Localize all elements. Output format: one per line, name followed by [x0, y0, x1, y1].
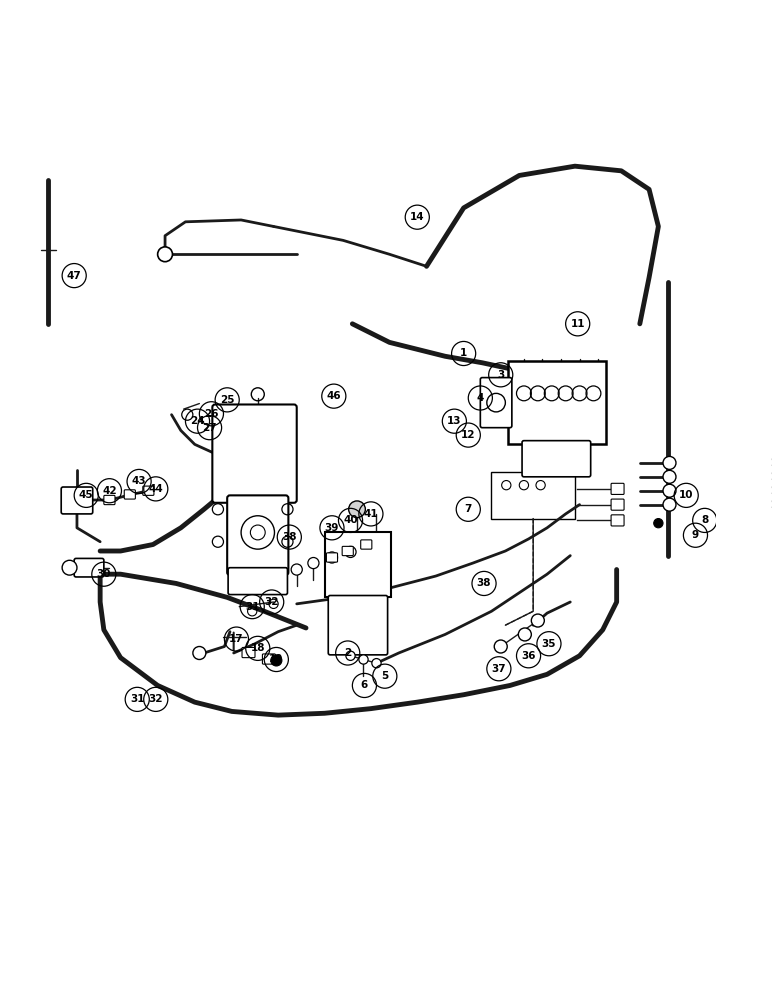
Circle shape — [157, 247, 172, 262]
FancyBboxPatch shape — [611, 483, 624, 494]
Circle shape — [359, 655, 368, 664]
Text: 45: 45 — [79, 490, 93, 500]
Circle shape — [346, 651, 355, 660]
FancyBboxPatch shape — [74, 558, 104, 577]
FancyBboxPatch shape — [228, 568, 287, 595]
Circle shape — [663, 456, 676, 469]
Text: 26: 26 — [204, 409, 218, 419]
Text: 44: 44 — [148, 484, 163, 494]
FancyBboxPatch shape — [227, 495, 289, 575]
FancyBboxPatch shape — [480, 378, 512, 428]
Circle shape — [62, 560, 77, 575]
Text: 12: 12 — [461, 430, 476, 440]
Circle shape — [181, 409, 193, 420]
Text: 32: 32 — [265, 597, 279, 607]
Text: 5: 5 — [381, 671, 388, 681]
Text: 6: 6 — [361, 680, 368, 690]
Text: 2: 2 — [344, 648, 351, 658]
Text: 10: 10 — [679, 490, 693, 500]
FancyBboxPatch shape — [361, 540, 372, 549]
FancyBboxPatch shape — [611, 515, 624, 526]
Text: 47: 47 — [67, 271, 82, 281]
Text: 3: 3 — [497, 370, 504, 380]
Text: 9: 9 — [692, 530, 699, 540]
Circle shape — [291, 564, 303, 575]
Text: 40: 40 — [344, 515, 358, 525]
Circle shape — [271, 655, 282, 666]
Circle shape — [308, 557, 319, 569]
Text: 4: 4 — [476, 393, 484, 403]
Circle shape — [349, 501, 365, 518]
FancyBboxPatch shape — [61, 487, 93, 514]
Text: 24: 24 — [190, 416, 205, 426]
Circle shape — [327, 552, 337, 563]
Text: 14: 14 — [410, 212, 425, 222]
Text: 39: 39 — [325, 523, 339, 533]
Text: 23: 23 — [770, 472, 772, 482]
Text: 8: 8 — [701, 515, 709, 525]
Text: 35: 35 — [542, 639, 556, 649]
Text: 41: 41 — [364, 509, 378, 519]
Circle shape — [663, 470, 676, 483]
Text: 17: 17 — [229, 634, 244, 644]
Text: 25: 25 — [220, 395, 235, 405]
FancyBboxPatch shape — [611, 499, 624, 510]
Text: 31: 31 — [130, 694, 144, 704]
Text: 18: 18 — [251, 643, 265, 653]
FancyBboxPatch shape — [342, 546, 354, 556]
Circle shape — [372, 659, 381, 668]
FancyBboxPatch shape — [324, 532, 391, 597]
FancyBboxPatch shape — [262, 654, 276, 664]
FancyBboxPatch shape — [327, 553, 337, 562]
Circle shape — [654, 519, 663, 528]
FancyBboxPatch shape — [104, 495, 115, 505]
Text: 21: 21 — [770, 500, 772, 510]
Circle shape — [193, 647, 206, 659]
Circle shape — [663, 484, 676, 497]
Circle shape — [494, 640, 507, 653]
Text: 7: 7 — [465, 504, 472, 514]
FancyBboxPatch shape — [242, 647, 255, 658]
Text: 30: 30 — [96, 569, 111, 579]
Text: 11: 11 — [571, 319, 585, 329]
Text: 42: 42 — [102, 486, 117, 496]
Text: 32: 32 — [148, 694, 163, 704]
Circle shape — [663, 498, 676, 511]
Text: 19: 19 — [269, 654, 283, 664]
Text: 38: 38 — [282, 532, 296, 542]
Circle shape — [345, 546, 356, 557]
FancyBboxPatch shape — [212, 404, 296, 503]
Text: 43: 43 — [132, 476, 147, 486]
FancyBboxPatch shape — [124, 490, 135, 499]
FancyBboxPatch shape — [522, 441, 591, 477]
Text: 13: 13 — [447, 416, 462, 426]
Text: 20: 20 — [770, 458, 772, 468]
FancyBboxPatch shape — [143, 486, 154, 495]
FancyBboxPatch shape — [508, 361, 605, 444]
Text: 37: 37 — [492, 664, 506, 674]
FancyBboxPatch shape — [328, 596, 388, 655]
Text: 46: 46 — [327, 391, 341, 401]
Text: 36: 36 — [521, 651, 536, 661]
Circle shape — [518, 628, 531, 641]
Text: 31: 31 — [245, 602, 259, 612]
Text: 1: 1 — [460, 348, 467, 358]
Text: 27: 27 — [202, 423, 217, 433]
Text: 38: 38 — [477, 578, 491, 588]
Text: 22: 22 — [770, 486, 772, 496]
Circle shape — [531, 614, 544, 627]
